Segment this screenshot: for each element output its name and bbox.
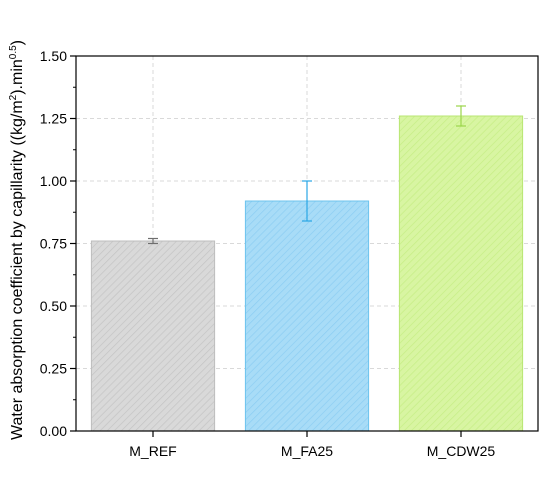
error-bars bbox=[148, 105, 466, 245]
bar-m-ref bbox=[90, 240, 216, 432]
x-axis-ticks: M_REF M_FA25 M_CDW25 bbox=[129, 431, 495, 459]
error-bar-m-ref bbox=[148, 237, 158, 245]
x-category-label: M_CDW25 bbox=[427, 443, 496, 459]
error-bar-m-cdw25 bbox=[456, 105, 466, 127]
x-category-label: M_FA25 bbox=[281, 443, 333, 459]
bar-m-cdw25 bbox=[398, 115, 524, 432]
y-axis-title-sup1: 2 bbox=[8, 94, 19, 100]
x-category-label: M_REF bbox=[129, 443, 176, 459]
y-tick-label: 0.75 bbox=[40, 236, 67, 252]
y-axis-title-end: ) bbox=[9, 40, 26, 45]
error-bar-m-fa25 bbox=[302, 180, 312, 222]
y-tick-label: 1.25 bbox=[40, 111, 67, 127]
bar-m-fa25 bbox=[244, 200, 370, 432]
y-axis-ticks: 0.00 0.25 0.50 0.75 1.00 1.25 1.50 bbox=[40, 48, 76, 439]
y-tick-label: 0.50 bbox=[40, 298, 67, 314]
y-axis-title: Water absorption coefficient by capillar… bbox=[8, 40, 26, 440]
y-axis-title-mid: ).min bbox=[9, 59, 26, 95]
y-axis-title-main: Water absorption coefficient by capillar… bbox=[9, 100, 26, 440]
y-tick-label: 1.50 bbox=[40, 48, 67, 64]
bars bbox=[90, 115, 524, 432]
y-tick-label: 0.00 bbox=[40, 423, 67, 439]
y-tick-label: 1.00 bbox=[40, 173, 67, 189]
y-tick-label: 0.25 bbox=[40, 361, 67, 377]
y-axis-title-sup2: 0.5 bbox=[8, 45, 19, 59]
